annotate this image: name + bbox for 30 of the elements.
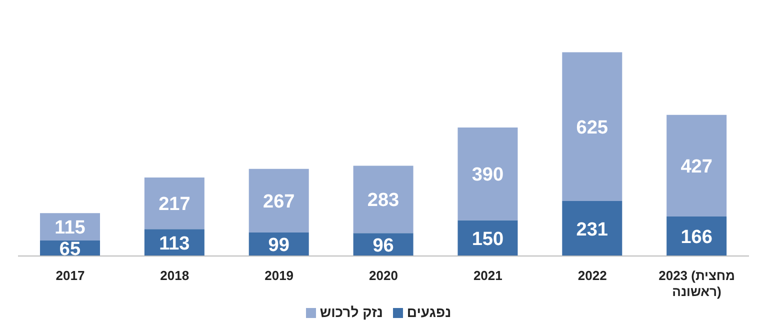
x-tick-label: 2020	[369, 268, 398, 283]
data-label: 283	[367, 190, 400, 212]
data-label: 625	[576, 117, 608, 138]
data-label: 99	[268, 234, 290, 256]
x-tick-label: 2023 (מחצית ראשונה)	[658, 268, 735, 299]
bar	[666, 114, 727, 216]
x-tick-label: 2017	[56, 268, 85, 283]
bar	[562, 52, 622, 202]
data-label: 231	[576, 219, 608, 240]
bar	[248, 168, 309, 232]
data-label: 166	[680, 226, 712, 248]
legend-label: נזק לרכוש	[320, 304, 383, 320]
bar	[353, 166, 414, 234]
data-label: 267	[263, 191, 295, 212]
data-label: 96	[372, 235, 394, 256]
data-label: 115	[54, 218, 86, 239]
x-tick-label: 2019	[264, 268, 294, 283]
data-label: 150	[472, 228, 504, 250]
legend-label: נפגעים	[406, 304, 452, 320]
data-label: 217	[158, 194, 190, 216]
data-label: 390	[472, 164, 504, 186]
data-label: 113	[159, 233, 190, 254]
bar	[562, 201, 622, 256]
x-tick-label: 2018	[160, 268, 190, 283]
x-tick-label: 2021	[473, 268, 502, 283]
x-tick-label: 2022	[578, 268, 607, 283]
bar	[458, 127, 518, 220]
data-label: 427	[680, 156, 712, 178]
bar	[144, 177, 204, 230]
data-label: 65	[59, 239, 81, 260]
